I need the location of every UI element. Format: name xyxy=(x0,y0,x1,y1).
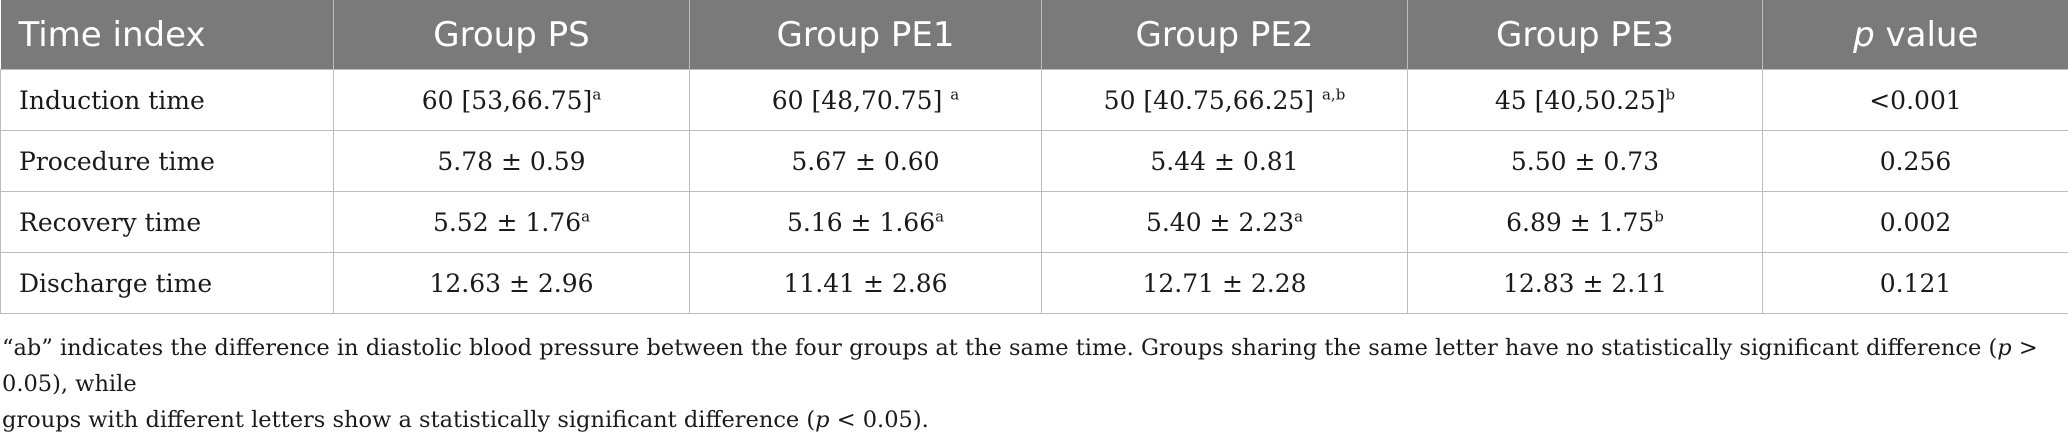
cell-value: 12.71 ± 2.28 xyxy=(1142,269,1306,298)
cell-group-pe2: 50 [40.75,66.25] a,b xyxy=(1042,70,1408,131)
cell-group-pe2: 12.71 ± 2.28 xyxy=(1042,253,1408,314)
cell-group-pe1: 60 [48,70.75] a xyxy=(690,70,1042,131)
table-row: Induction time 60 [53,66.75]a 60 [48,70.… xyxy=(1,70,2068,131)
row-label: Discharge time xyxy=(1,253,334,314)
cell-value: 11.41 ± 2.86 xyxy=(783,269,947,298)
cell-superscript: b xyxy=(1654,207,1664,225)
cell-superscript: a xyxy=(592,85,601,103)
cell-value: 12.63 ± 2.96 xyxy=(429,269,593,298)
cell-value: 5.44 ± 0.81 xyxy=(1150,147,1298,176)
cell-group-ps: 5.52 ± 1.76a xyxy=(334,192,690,253)
cell-group-pe1: 5.16 ± 1.66a xyxy=(690,192,1042,253)
header-group-ps: Group PS xyxy=(334,1,690,70)
table-row: Procedure time 5.78 ± 0.59 5.67 ± 0.60 5… xyxy=(1,131,2068,192)
header-time-index: Time index xyxy=(1,1,334,70)
cell-superscript: a xyxy=(1294,207,1303,225)
cell-value: 45 [40,50.25] xyxy=(1495,86,1666,115)
cell-group-pe3: 45 [40,50.25]b xyxy=(1408,70,1763,131)
footnote-line-1: “ab” indicates the difference in diastol… xyxy=(2,330,2062,402)
cell-superscript: a,b xyxy=(1322,85,1345,103)
table-row: Discharge time 12.63 ± 2.96 11.41 ± 2.86… xyxy=(1,253,2068,314)
cell-superscript: a xyxy=(581,207,590,225)
footnote-p-symbol: p xyxy=(815,407,829,433)
footnote-p-symbol: p xyxy=(1997,335,2011,361)
cell-group-pe3: 6.89 ± 1.75b xyxy=(1408,192,1763,253)
cell-superscript: a xyxy=(935,207,944,225)
footnote-text: < 0.05). xyxy=(830,407,929,433)
footnote-line-2: groups with different letters show a sta… xyxy=(2,402,2062,438)
results-table: Time index Group PS Group PE1 Group PE2 … xyxy=(0,0,2068,314)
table-footnote: “ab” indicates the difference in diastol… xyxy=(2,330,2062,438)
footnote-text: “ab” indicates the difference in diastol… xyxy=(2,335,1997,361)
row-label: Induction time xyxy=(1,70,334,131)
cell-p-value: 0.002 xyxy=(1763,192,2068,253)
cell-value: 5.16 ± 1.66 xyxy=(787,208,935,237)
table-header-row: Time index Group PS Group PE1 Group PE2 … xyxy=(1,1,2068,70)
cell-value: 5.52 ± 1.76 xyxy=(433,208,581,237)
cell-value: 5.78 ± 0.59 xyxy=(437,147,585,176)
footnote-text: groups with different letters show a sta… xyxy=(2,407,815,433)
cell-value: 50 [40.75,66.25] xyxy=(1104,86,1322,115)
header-group-pe3: Group PE3 xyxy=(1408,1,1763,70)
cell-value: 60 [53,66.75] xyxy=(422,86,593,115)
cell-group-pe2: 5.40 ± 2.23a xyxy=(1042,192,1408,253)
cell-group-ps: 12.63 ± 2.96 xyxy=(334,253,690,314)
cell-p-value: 0.121 xyxy=(1763,253,2068,314)
cell-value: 5.67 ± 0.60 xyxy=(791,147,939,176)
cell-value: 60 [48,70.75] xyxy=(772,86,951,115)
cell-p-value: <0.001 xyxy=(1763,70,2068,131)
header-p-italic: p xyxy=(1853,15,1875,55)
cell-value: 6.89 ± 1.75 xyxy=(1506,208,1654,237)
cell-value: 12.83 ± 2.11 xyxy=(1503,269,1667,298)
cell-superscript: a xyxy=(950,85,959,103)
cell-superscript: b xyxy=(1665,85,1675,103)
cell-group-pe1: 5.67 ± 0.60 xyxy=(690,131,1042,192)
cell-group-pe3: 5.50 ± 0.73 xyxy=(1408,131,1763,192)
cell-group-pe2: 5.44 ± 0.81 xyxy=(1042,131,1408,192)
cell-group-pe1: 11.41 ± 2.86 xyxy=(690,253,1042,314)
cell-group-ps: 60 [53,66.75]a xyxy=(334,70,690,131)
cell-p-value: 0.256 xyxy=(1763,131,2068,192)
cell-value: 5.50 ± 0.73 xyxy=(1511,147,1659,176)
cell-group-ps: 5.78 ± 0.59 xyxy=(334,131,690,192)
header-group-pe1: Group PE1 xyxy=(690,1,1042,70)
row-label: Procedure time xyxy=(1,131,334,192)
cell-value: 5.40 ± 2.23 xyxy=(1146,208,1294,237)
row-label: Recovery time xyxy=(1,192,334,253)
cell-group-pe3: 12.83 ± 2.11 xyxy=(1408,253,1763,314)
header-p-rest: value xyxy=(1875,15,1979,55)
data-table-container: Time index Group PS Group PE1 Group PE2 … xyxy=(0,0,2068,314)
header-group-pe2: Group PE2 xyxy=(1042,1,1408,70)
table-row: Recovery time 5.52 ± 1.76a 5.16 ± 1.66a … xyxy=(1,192,2068,253)
header-p-value: p value xyxy=(1763,1,2068,70)
